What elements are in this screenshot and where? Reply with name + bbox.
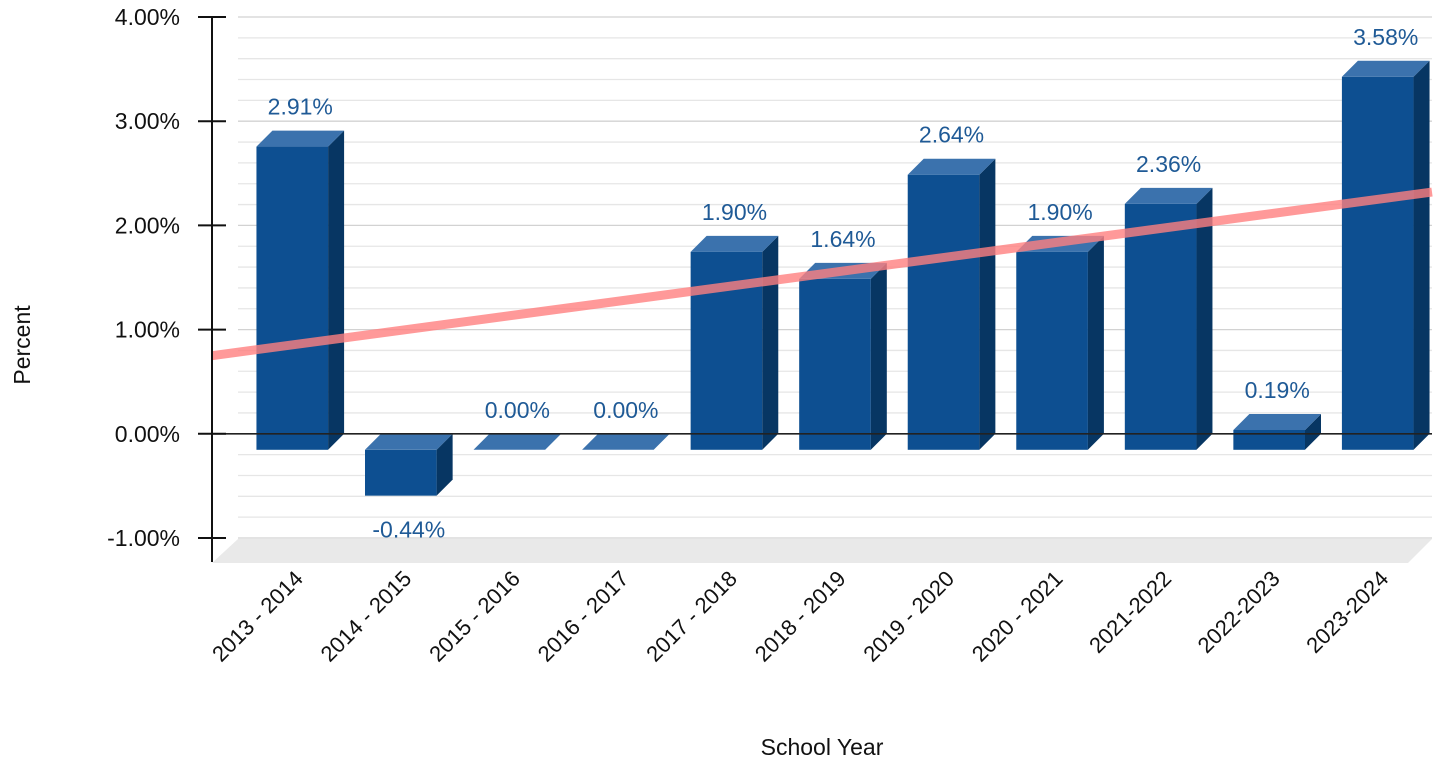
bar-top (582, 433, 670, 450)
bar-2022-2023 (1233, 414, 1322, 450)
bar-side (979, 158, 996, 450)
bars (256, 60, 1430, 496)
axes (211, 17, 1432, 562)
bar-top (473, 433, 562, 450)
bar-front (1341, 76, 1414, 450)
data-label: 2.91% (268, 94, 333, 120)
y-tick-label: 2.00% (115, 212, 180, 238)
bar-front (799, 278, 871, 450)
chart-floor (212, 539, 1432, 563)
y-tick-labels: -1.00% 0.00% 1.00% 2.00% 3.00% 4.00% (107, 4, 226, 551)
bar-2016-2017 (582, 433, 670, 450)
bar-top (690, 235, 779, 252)
bar-front (907, 174, 980, 450)
floor-plane (212, 539, 1432, 563)
bar-front (1124, 203, 1197, 450)
trendline-group (211, 187, 1433, 361)
bar-front (1233, 430, 1306, 450)
bar-side (1305, 414, 1322, 450)
bar-side (870, 262, 887, 450)
data-label: 1.90% (702, 199, 767, 225)
bar-side (328, 130, 345, 450)
y-tick-label: 1.00% (115, 317, 180, 343)
bar-2017-2018 (690, 235, 779, 450)
data-label: 3.58% (1353, 24, 1418, 50)
data-label: 2.36% (1136, 151, 1201, 177)
x-tick-label: 2015 - 2016 (424, 566, 525, 667)
x-tick-label: 2019 - 2020 (858, 566, 959, 667)
bar-top (256, 130, 345, 147)
y-axis-title: Percent (9, 305, 35, 385)
data-label: 0.19% (1245, 377, 1310, 403)
x-tick-labels: 2013 - 2014 2014 - 2015 2015 - 2016 2016 - … (207, 566, 1393, 667)
data-label: 2.64% (919, 122, 984, 148)
x-tick-label: 2018 - 2019 (750, 566, 851, 667)
data-label: 0.00% (485, 397, 550, 423)
bar-top (907, 158, 996, 175)
bar-2021-2022 (1124, 187, 1213, 450)
bar-2015-2016 (473, 433, 562, 450)
bar-side (1196, 187, 1213, 450)
x-tick-label: 2014 - 2015 (316, 566, 417, 667)
x-tick-label: 2023-2024 (1301, 566, 1393, 658)
bar-side (436, 433, 453, 496)
bar-top (1233, 414, 1322, 431)
data-label: 1.90% (1027, 199, 1092, 225)
x-tick-label: 2017 - 2018 (641, 566, 742, 667)
data-labels: 2.91% -0.44% 0.00% 0.00% 1.90% 1.64% 2.64% 1.90… (268, 24, 1419, 543)
x-tick-label: 2021-2022 (1084, 566, 1176, 658)
data-label: -0.44% (372, 517, 445, 543)
bar-top (364, 433, 453, 450)
bar-2013-2014 (256, 130, 345, 450)
bar-top (1341, 60, 1430, 77)
bar-front (256, 146, 329, 450)
bar-front (364, 449, 437, 496)
x-tick-label: 2016 - 2017 (533, 566, 634, 667)
x-tick-label: 2020 - 2021 (967, 566, 1068, 667)
bar-2018-2019 (799, 262, 887, 450)
bar-2020-2021 (1016, 235, 1104, 450)
bar-side (762, 235, 779, 450)
bar-top (1124, 187, 1213, 204)
x-axis-title: School Year (761, 734, 884, 757)
bar-2023-2024 (1341, 60, 1430, 450)
y-tick-label: -1.00% (107, 525, 180, 551)
data-label: 1.64% (810, 226, 875, 252)
y-tick-label: 0.00% (115, 421, 180, 447)
x-tick-label: 2022-2023 (1193, 566, 1285, 658)
bar-2014-2015 (364, 433, 453, 496)
x-tick-label: 2013 - 2014 (207, 566, 308, 667)
trendline (211, 187, 1433, 361)
data-label: 0.00% (593, 397, 658, 423)
y-tick-label: 4.00% (115, 4, 180, 30)
bar-side (1413, 60, 1430, 450)
bar-side (1087, 235, 1104, 450)
bar-2019-2020 (907, 158, 996, 450)
y-tick-label: 3.00% (115, 108, 180, 134)
bar-front (1016, 251, 1088, 450)
